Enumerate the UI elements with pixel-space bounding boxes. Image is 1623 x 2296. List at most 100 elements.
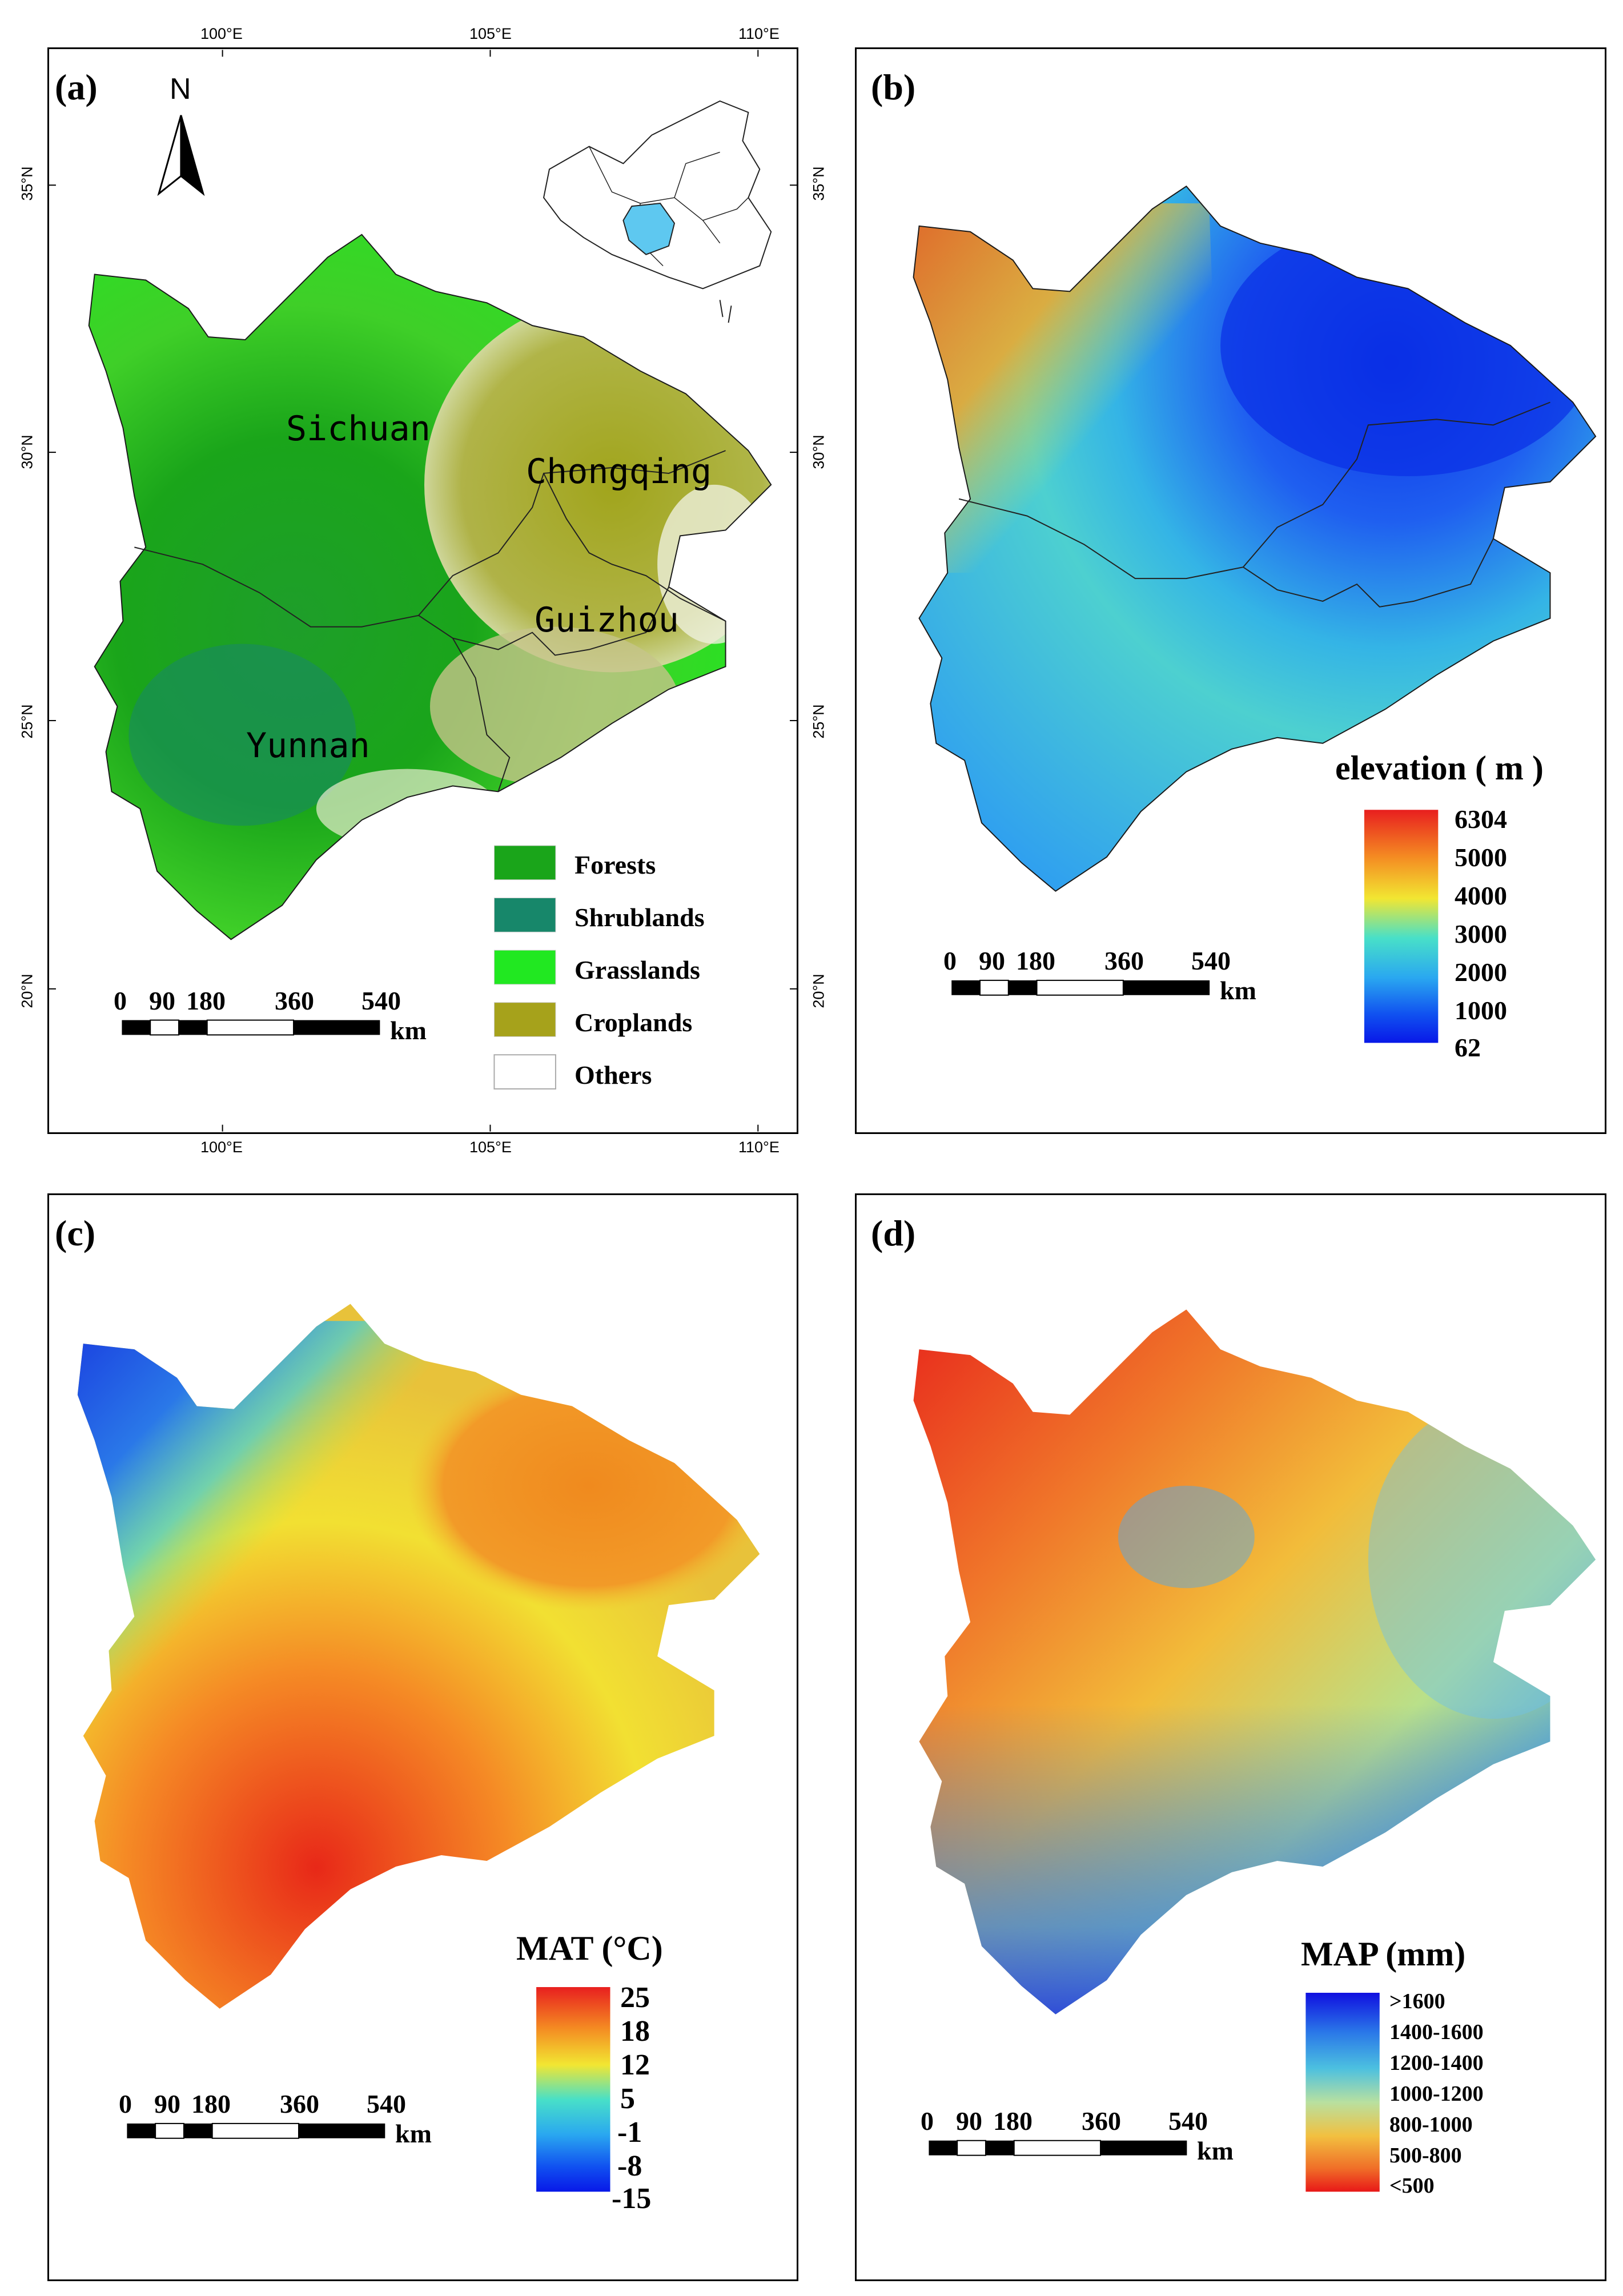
colorbar-label: 800-1000	[1389, 2113, 1473, 2137]
elevation-title: elevation ( m )	[1335, 749, 1544, 787]
lat-label-right: 35°N	[810, 166, 827, 201]
province-label-guizhou: Guizhou	[535, 600, 679, 640]
cropland-guizhou	[429, 626, 680, 786]
scale-tick-label: 90	[979, 946, 1005, 975]
shrubland-area	[128, 644, 356, 826]
graticule-ticks	[49, 50, 797, 1132]
colorbar-label: -8	[617, 2150, 642, 2182]
panel-d-canvas	[913, 1309, 1596, 2192]
mat-colorbar	[536, 1987, 610, 2192]
colorbar-label: 62	[1455, 1033, 1481, 1062]
colorbar-label: <500	[1389, 2174, 1435, 2198]
colorbar-label: 3000	[1455, 919, 1507, 948]
lon-label-bottom: 110°E	[738, 1139, 780, 1156]
lon-label-top: 105°E	[469, 25, 512, 42]
province-boundary	[418, 586, 669, 656]
panel-c-mat-map: (c) MAT (°C) 25 18 12 5 -1 -8 -15 0 90 1…	[47, 1193, 798, 2281]
colorbar-label: 1000	[1455, 996, 1507, 1025]
scale-tick-label: 180	[191, 2089, 231, 2118]
scale-tick-label: 0	[114, 986, 127, 1015]
scale-tick-label: 360	[1104, 946, 1144, 975]
lat-label-left: 25°N	[18, 704, 36, 739]
panel-d-map-precip: (d) MAP (mm) >1600 1400-1600 1200-1400 1…	[855, 1193, 1606, 2281]
scale-tick-label: 180	[186, 986, 226, 1015]
scale-unit-label: km	[1197, 2136, 1234, 2165]
province-label-chongqing: Chongqing	[526, 452, 712, 492]
study-area-highlight	[622, 203, 676, 255]
cold-west	[77, 1321, 430, 1747]
high-elevation-west	[913, 203, 1221, 573]
legend-label-forests: Forests	[575, 850, 656, 879]
scale-tick-label: 540	[1191, 946, 1231, 975]
colorbar-label: 1000-1200	[1389, 2082, 1484, 2106]
legend-swatch-forests	[493, 845, 556, 880]
panel-d-label: (d)	[871, 1213, 916, 1253]
colorbar-label: 6304	[1455, 805, 1507, 834]
legend-label-croplands: Croplands	[575, 1008, 693, 1037]
panel-c-canvas	[77, 1304, 760, 2192]
colorbar-label: 4000	[1455, 881, 1507, 910]
scale-bar	[122, 1019, 380, 1036]
scale-tick-label: 360	[280, 2089, 319, 2118]
colorbar-label: -1	[617, 2116, 642, 2149]
colorbar-label: 25	[620, 1981, 650, 2014]
panel-b-label: (b)	[871, 67, 916, 107]
lat-label-left: 20°N	[18, 974, 36, 1008]
scale-tick-label: 540	[1168, 2106, 1208, 2136]
legend-label-grasslands: Grasslands	[575, 955, 700, 984]
lat-label-left: 30°N	[18, 435, 36, 469]
legend-swatch-croplands	[493, 1002, 556, 1037]
scale-unit-label: km	[1220, 976, 1256, 1005]
colorbar-label: 5	[620, 2082, 635, 2115]
colorbar-label: 500-800	[1389, 2144, 1462, 2168]
legend-swatches	[493, 845, 556, 1089]
lat-label-left: 35°N	[18, 166, 36, 201]
scale-tick-label: 90	[149, 986, 175, 1015]
legend-swatch-shrublands	[493, 898, 556, 932]
lon-label-top: 110°E	[738, 25, 780, 42]
province-boundary	[1243, 538, 1494, 608]
china-inset-map	[543, 100, 772, 323]
scale-tick-label: 0	[119, 2089, 132, 2118]
lat-label-right: 20°N	[810, 974, 827, 1008]
scale-tick-label: 90	[154, 2089, 180, 2118]
elevation-colorbar	[1364, 810, 1439, 1043]
panel-a-label: (a)	[55, 67, 98, 107]
mat-title: MAT (°C)	[516, 1929, 663, 1967]
scale-tick-label: 90	[956, 2106, 982, 2136]
panel-c-label: (c)	[55, 1213, 96, 1253]
panel-a-landcover-map: (a) N 100°E 105°E 110°E 100°E 105°E 110°…	[19, 25, 827, 1156]
province-boundary	[958, 401, 1550, 580]
scale-tick-label: 0	[921, 2106, 934, 2136]
map-title: MAP (mm)	[1301, 1935, 1466, 1973]
map-colorbar	[1305, 1992, 1380, 2192]
legend-label-others: Others	[575, 1060, 652, 1089]
scale-bar	[127, 2122, 385, 2139]
legend-swatch-grasslands	[493, 950, 556, 985]
province-label-yunnan: Yunnan	[246, 726, 370, 766]
colorbar-label: -15	[612, 2182, 652, 2215]
wet-patch	[1118, 1486, 1255, 1589]
province-boundary	[452, 638, 511, 792]
warm-basin	[407, 1361, 760, 1611]
lat-label-right: 30°N	[810, 435, 827, 469]
province-boundary	[134, 450, 726, 628]
scale-tick-label: 540	[361, 986, 401, 1015]
lon-label-bottom: 105°E	[469, 1139, 512, 1156]
scale-tick-label: 540	[367, 2089, 406, 2118]
colorbar-label: 12	[620, 2049, 650, 2081]
colorbar-label: 2000	[1455, 958, 1507, 987]
panel-b-canvas	[913, 186, 1597, 1043]
scale-unit-label: km	[395, 2119, 432, 2148]
lon-label-bottom: 100°E	[200, 1139, 243, 1156]
scale-bar	[929, 2140, 1187, 2156]
scale-tick-label: 0	[943, 946, 957, 975]
lon-label-top: 100°E	[200, 25, 243, 42]
colorbar-label: 18	[620, 2015, 650, 2048]
scale-unit-label: km	[390, 1016, 427, 1045]
province-boundary	[543, 473, 726, 622]
sichuan-basin	[1220, 215, 1596, 476]
panel-a-canvas	[49, 50, 797, 1132]
colorbar-label: 1200-1400	[1389, 2051, 1484, 2075]
lat-label-right: 25°N	[810, 704, 827, 739]
